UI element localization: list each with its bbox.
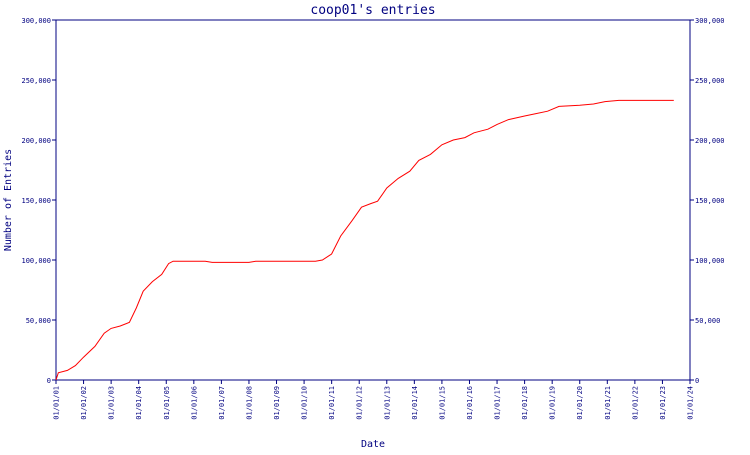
x-axis: 01/01/01 01/01/02 01/01/03 01/01/04 01/01/05… [53, 380, 695, 420]
x-tick-label: 01/01/08 [245, 386, 253, 420]
y-tick-label-left: 50,000 [26, 317, 51, 325]
x-tick-label: 01/01/18 [521, 386, 529, 420]
y-axis-left: 0 50,000 100,000 150,000 200,000 250,000 300,0… [21, 17, 56, 385]
x-tick-label: 01/01/02 [80, 386, 88, 420]
x-tick-label: 01/01/09 [273, 386, 281, 420]
y-tick-label-right: 100,000 [695, 257, 725, 265]
x-tick-label: 01/01/15 [438, 386, 446, 420]
chart-title: coop01's entries [310, 3, 435, 18]
x-tick-label: 01/01/23 [659, 386, 667, 420]
x-axis-title: Date [361, 439, 385, 450]
y-tick-label-left: 100,000 [21, 257, 51, 265]
y-tick-label-left: 150,000 [21, 197, 51, 205]
x-tick-label: 01/01/07 [218, 386, 226, 420]
x-tick-label: 01/01/13 [383, 386, 391, 420]
x-tick-label: 01/01/11 [328, 386, 336, 420]
y-tick-label-right: 150,000 [695, 197, 725, 205]
x-tick-label: 01/01/04 [135, 386, 143, 420]
plot-area-border [55, 19, 691, 381]
series-line-0 [55, 99, 674, 381]
y-axis-right: 0 50,000 100,000 150,000 200,000 250,000 300,0… [690, 17, 725, 385]
y-tick-label-right: 250,000 [695, 77, 725, 85]
x-tick-label: 01/01/10 [301, 386, 309, 420]
x-tick-label: 01/01/16 [466, 386, 474, 420]
x-tick-label: 01/01/20 [576, 386, 584, 420]
y-axis-title: Number of Entries [3, 149, 14, 251]
x-tick-label: 01/01/21 [604, 386, 612, 420]
x-tick-label: 01/01/03 [108, 386, 116, 420]
y-tick-label-left: 0 [47, 377, 51, 385]
x-tick-label: 01/01/12 [356, 386, 364, 420]
x-tick-label: 01/01/22 [631, 386, 639, 420]
x-tick-label: 01/01/05 [163, 386, 171, 420]
y-tick-label-right: 200,000 [695, 137, 725, 145]
y-tick-label-right: 50,000 [695, 317, 720, 325]
x-tick-label: 01/01/17 [494, 386, 502, 420]
y-tick-label-left: 200,000 [21, 137, 51, 145]
x-tick-label: 01/01/14 [411, 386, 419, 420]
y-tick-label-left: 300,000 [21, 17, 51, 25]
y-tick-label-right: 300,000 [695, 17, 725, 25]
series-layer [55, 99, 674, 381]
x-tick-label: 01/01/06 [190, 386, 198, 420]
x-tick-label: 01/01/19 [549, 386, 557, 420]
y-tick-label-right: 0 [695, 377, 699, 385]
x-tick-label: 01/01/24 [687, 386, 695, 420]
x-tick-label: 01/01/01 [53, 386, 61, 420]
y-tick-label-left: 250,000 [21, 77, 51, 85]
